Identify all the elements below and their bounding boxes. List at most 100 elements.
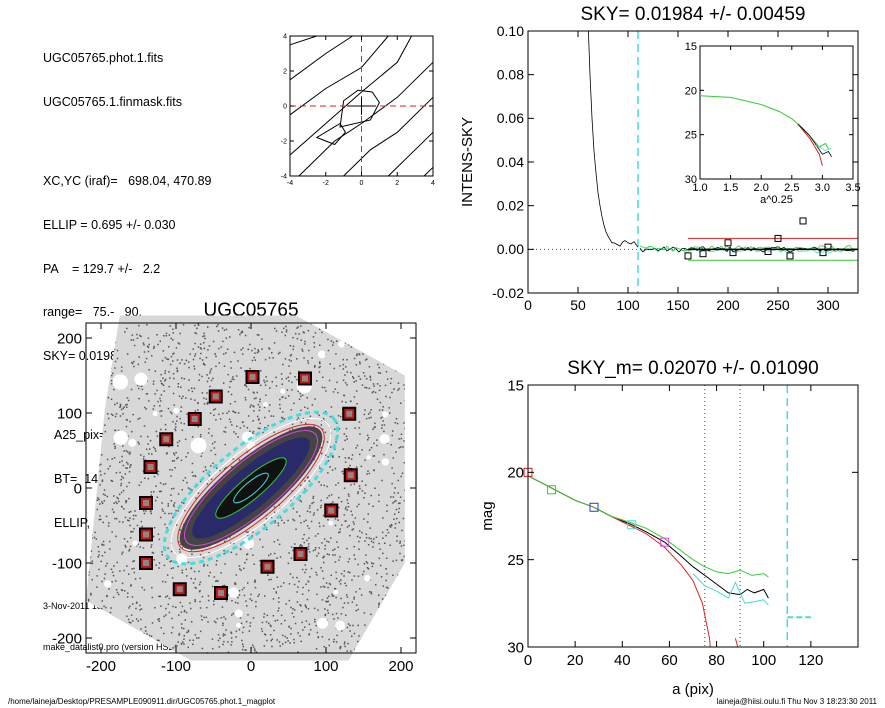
mag-marker [627,520,637,530]
mag-xtick-label: 100 [751,652,776,669]
image-star-hole [236,622,241,628]
inset-black-line [797,123,832,158]
mag-xtick-label: 20 [567,652,584,669]
contour-xtick-label: -4 [287,180,293,187]
inset-xtick-label: 2.0 [754,182,769,194]
image-xtick-label: -200 [86,658,116,675]
image-star-hole [338,340,346,348]
image-xtick-label: 100 [313,658,338,675]
info-line: UGC05765.1.finmask.fits [43,94,182,109]
sky-box-point [799,217,807,225]
inset-ytick-label: 30 [685,174,697,186]
sky-xtick-label: 100 [616,297,640,313]
mag-title: SKY_m= 0.02070 +/- 0.01090 [567,358,818,379]
image-star-hole [317,350,326,359]
image-star-hole [134,372,148,386]
sky-xtick-label: 50 [570,297,586,313]
contour-line [343,96,434,177]
image-xtick-label: -100 [161,658,191,675]
mag-marker [660,537,670,547]
image-xtick-label: 0 [247,658,255,675]
sky-box-point [729,249,737,257]
inset-xtick-label: 1.5 [723,182,738,194]
image-star-hole [173,407,180,414]
mag-xtick-label: 80 [708,652,725,669]
inset-ytick-label: 25 [685,130,697,142]
mag-marker [547,485,557,495]
inset-ytick-label: 20 [685,85,697,97]
image-star-hole [262,402,268,407]
image-star-hole [364,575,371,582]
inset-xtick-label: 3.0 [815,182,830,194]
galaxy-core-contour [233,472,269,504]
galaxy-contour-magenta [184,429,318,547]
mag-ytick-label: 25 [507,552,524,569]
mask-box-center [143,500,149,506]
sky-ytick-label: 0.04 [497,154,524,170]
sky-box-point [724,239,732,247]
image-star-hole [113,430,128,445]
info-line: PA = 129.7 +/- 2.2 [43,261,161,276]
image-star-hole [379,434,390,445]
contour-line [289,35,389,116]
mask-box-center [249,374,256,380]
image-star-hole [111,624,127,641]
mask-box-center [264,563,271,570]
sky-xtick-label: 300 [816,297,840,313]
image-star-hole [104,580,112,588]
contour-xtick-label: 2 [395,180,399,187]
image-star-hole [335,620,346,631]
sky-xtick-label: 250 [766,297,790,313]
sky-profile-group [587,31,639,248]
mag-series-line [528,475,769,578]
contour-xtick-label: 4 [431,180,435,187]
inset-ytick-label: 15 [685,41,697,53]
image-star-hole [375,617,383,624]
inset-red-line [797,123,823,166]
contour-ytick-label: 0 [283,104,287,111]
mask-box-center [191,416,198,422]
mag-series-line [528,475,711,647]
footer-user: laineja@hiisi.oulu.fi Thu Nov 3 18:23:30… [716,697,877,706]
inset-xtick-label: 2.5 [784,182,799,194]
contour-xtick-label: -2 [323,180,329,187]
image-star-hole [381,411,389,418]
sky-box-point [684,252,692,260]
contour-ytick-label: 2 [283,69,287,76]
sky-xtick-label: 0 [524,297,532,313]
image-star-hole [317,617,329,629]
image-star-hole [242,537,255,549]
sky-xtick-label: 150 [666,297,690,313]
info-line: UGC05765.phot.1.fits [43,51,164,66]
contour-core [339,89,380,128]
mag-frame [527,384,859,648]
sky-ytick-label: 0.02 [497,198,524,214]
sky-profile-line [587,31,639,248]
mask-box-center [147,464,154,470]
image-ytick-label: -100 [52,555,82,572]
sky-ytick-label: 0.06 [497,110,524,126]
inset-xlabel: a^0.25 [760,194,793,206]
image-ytick-label: 0 [74,480,82,497]
mag-xtick-label: 40 [614,652,631,669]
mag-series-line [692,573,769,606]
galaxy-sky-ellipse [162,410,340,566]
sky-ylabel: INTENS-SKY [459,117,476,207]
sky-ytick-label: -0.02 [492,285,524,301]
image-star-hole [246,441,256,451]
sky-box-point [699,250,707,258]
contour-island [315,122,347,146]
footer-path: /home/laineja/Desktop/PRESAMPLE090911.di… [8,697,276,706]
mask-box-center [212,393,219,400]
info-line: ELLIP = 0.695 +/- 0.030 [43,217,176,232]
image-star-hole [152,411,158,417]
mag-ytick-label: 20 [507,465,524,482]
sky-title: SKY= 0.01984 +/- 0.00459 [580,4,805,25]
sky-box-point [819,249,827,257]
contour-line [387,131,434,177]
mask-box-center [143,560,149,566]
image-ytick-label: -200 [52,630,82,647]
mag-series-line [734,638,739,647]
image-star-hole [381,458,390,466]
